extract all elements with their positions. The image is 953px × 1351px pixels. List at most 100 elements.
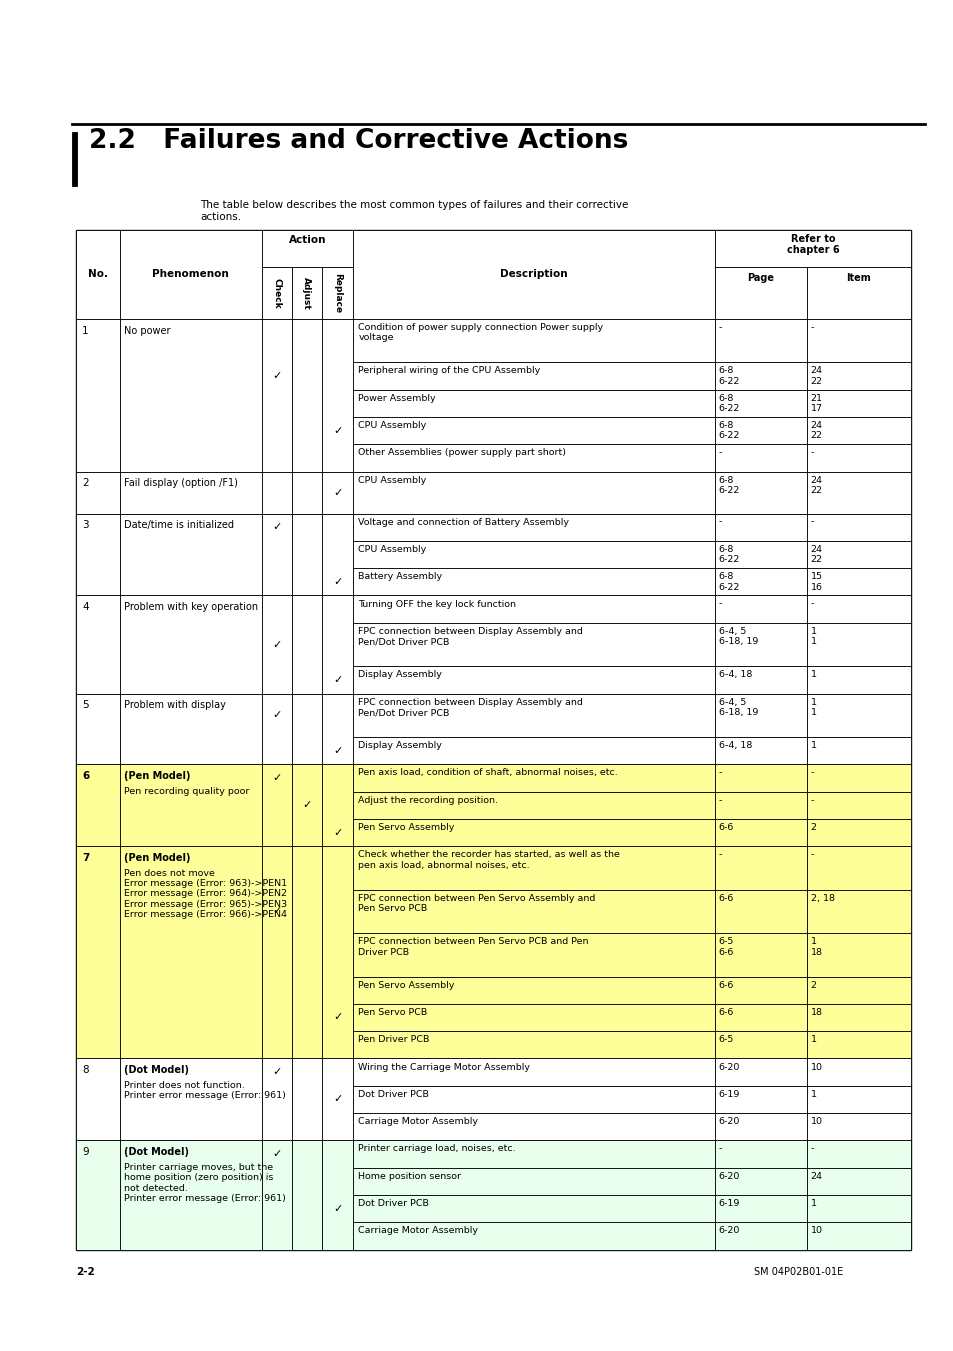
Bar xyxy=(806,1031,910,1058)
Bar xyxy=(353,230,714,319)
Bar xyxy=(806,319,910,362)
Text: ✓: ✓ xyxy=(333,1204,342,1213)
Text: -: - xyxy=(718,517,721,527)
Bar xyxy=(120,846,261,1058)
Text: Check whether the recorder has started, as well as the
pen axis load, abnormal n: Check whether the recorder has started, … xyxy=(358,850,619,870)
Bar xyxy=(353,1058,714,1086)
Bar xyxy=(714,666,806,693)
Bar xyxy=(120,513,261,596)
Text: -: - xyxy=(810,769,813,777)
Bar xyxy=(806,765,910,792)
Text: 6-5
6-6: 6-5 6-6 xyxy=(718,938,733,957)
Text: Adjust the recording position.: Adjust the recording position. xyxy=(358,796,497,805)
Bar xyxy=(292,693,321,765)
Text: -: - xyxy=(718,769,721,777)
Bar xyxy=(353,1031,714,1058)
Bar xyxy=(806,1058,910,1086)
Text: 6-6: 6-6 xyxy=(718,1008,733,1017)
Text: CPU Assembly: CPU Assembly xyxy=(358,476,426,485)
Bar xyxy=(353,934,714,977)
Bar xyxy=(321,846,354,1058)
Text: -: - xyxy=(718,796,721,805)
Bar xyxy=(714,389,806,417)
Bar xyxy=(806,666,910,693)
Text: -: - xyxy=(718,449,721,457)
Text: -: - xyxy=(718,600,721,608)
Text: -: - xyxy=(810,600,813,608)
Text: 6-4, 18: 6-4, 18 xyxy=(718,742,751,750)
Bar xyxy=(261,1058,292,1140)
Text: 6-8
6-22: 6-8 6-22 xyxy=(718,366,740,386)
Text: 6-8
6-22: 6-8 6-22 xyxy=(718,476,740,494)
Text: 6-8
6-22: 6-8 6-22 xyxy=(718,573,740,592)
Bar xyxy=(321,693,354,765)
Bar xyxy=(714,934,806,977)
Bar xyxy=(261,267,292,319)
Bar xyxy=(353,540,714,569)
Bar xyxy=(714,890,806,934)
Text: 2.2   Failures and Corrective Actions: 2.2 Failures and Corrective Actions xyxy=(89,128,627,154)
Bar xyxy=(321,1058,354,1140)
Text: Problem with key operation: Problem with key operation xyxy=(124,603,258,612)
Text: Pen Servo Assembly: Pen Servo Assembly xyxy=(358,823,455,832)
Text: CPU Assembly: CPU Assembly xyxy=(358,422,426,430)
Bar xyxy=(76,319,120,471)
Bar xyxy=(353,444,714,471)
Text: 1: 1 xyxy=(810,1200,816,1208)
Text: 7: 7 xyxy=(82,852,90,863)
Bar xyxy=(714,267,806,319)
Bar xyxy=(714,1004,806,1031)
Bar xyxy=(353,513,714,540)
Text: Pen does not move
Error message (Error: 963)->PEN1
Error message (Error: 964)->P: Pen does not move Error message (Error: … xyxy=(124,869,287,919)
Bar xyxy=(806,1086,910,1113)
Bar xyxy=(714,1031,806,1058)
Bar xyxy=(714,513,806,540)
Bar xyxy=(76,693,910,765)
Text: -: - xyxy=(810,449,813,457)
Bar xyxy=(806,738,910,765)
Text: 10: 10 xyxy=(810,1117,821,1127)
Text: 24
22: 24 22 xyxy=(810,544,821,565)
Bar xyxy=(806,846,910,890)
Bar xyxy=(353,666,714,693)
Bar xyxy=(321,319,354,471)
Text: 2: 2 xyxy=(82,478,89,488)
Bar xyxy=(120,319,261,471)
Bar xyxy=(292,596,321,693)
Text: 10: 10 xyxy=(810,1227,821,1235)
Text: -: - xyxy=(718,1144,721,1154)
Bar xyxy=(714,623,806,666)
Bar xyxy=(76,471,910,513)
Text: Pen Servo Assembly: Pen Servo Assembly xyxy=(358,981,455,989)
Text: 1: 1 xyxy=(810,742,816,750)
Bar xyxy=(120,765,261,846)
Text: 24: 24 xyxy=(810,1171,821,1181)
Bar xyxy=(353,1167,714,1196)
Text: Adjust: Adjust xyxy=(302,277,311,309)
Text: ✓: ✓ xyxy=(333,488,342,497)
Bar xyxy=(353,362,714,389)
Bar xyxy=(76,846,910,1058)
Bar xyxy=(806,596,910,623)
Bar xyxy=(292,846,321,1058)
Text: 6-4, 5
6-18, 19: 6-4, 5 6-18, 19 xyxy=(718,697,758,717)
Text: Page: Page xyxy=(746,273,774,282)
Bar xyxy=(806,890,910,934)
Text: Pen Driver PCB: Pen Driver PCB xyxy=(358,1035,429,1044)
Bar xyxy=(714,540,806,569)
Text: ✓: ✓ xyxy=(333,577,342,586)
Text: 8: 8 xyxy=(82,1065,89,1075)
Bar xyxy=(76,596,120,693)
Bar xyxy=(261,1140,292,1250)
Text: ✓: ✓ xyxy=(272,372,281,381)
Text: 6-20: 6-20 xyxy=(718,1227,740,1235)
Text: The table below describes the most common types of failures and their corrective: The table below describes the most commo… xyxy=(200,200,628,222)
Bar xyxy=(806,1167,910,1196)
Text: -: - xyxy=(810,1144,813,1154)
Text: 6-8
6-22: 6-8 6-22 xyxy=(718,544,740,565)
Text: Battery Assembly: Battery Assembly xyxy=(358,573,442,581)
Bar xyxy=(76,471,120,513)
Bar xyxy=(806,1223,910,1250)
Text: FPC connection between Pen Servo Assembly and
Pen Servo PCB: FPC connection between Pen Servo Assembl… xyxy=(358,894,595,913)
Bar xyxy=(806,362,910,389)
